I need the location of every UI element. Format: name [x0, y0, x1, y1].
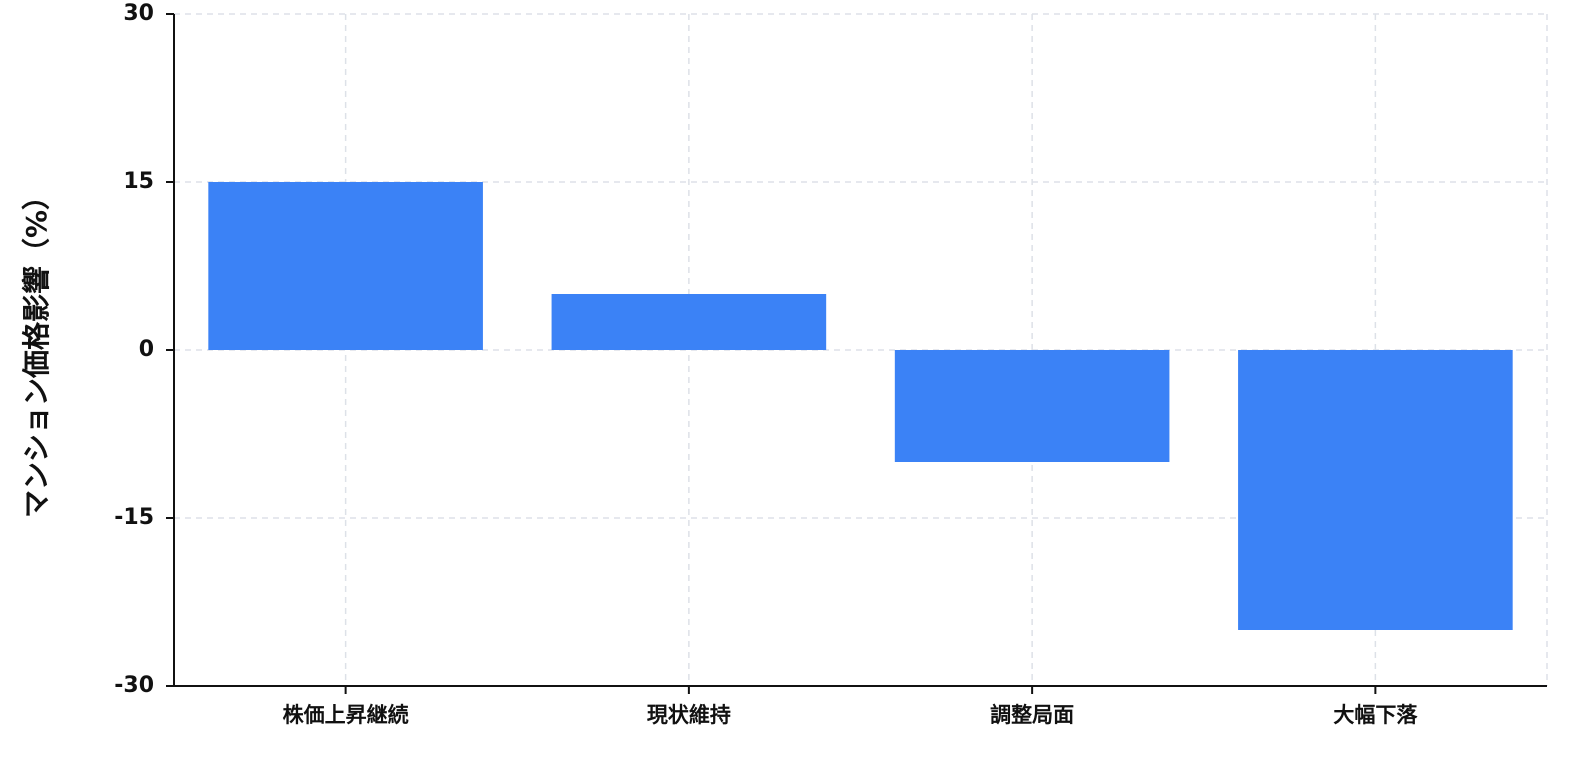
y-tick-label: 30: [123, 1, 154, 26]
bar: [894, 350, 1170, 462]
bar: [551, 294, 827, 350]
bar: [208, 182, 483, 350]
y-tick-label: 0: [139, 337, 154, 362]
x-tick-label: 株価上昇継続: [283, 703, 409, 727]
bar: [1238, 350, 1513, 630]
x-tick-label: 調整局面: [990, 703, 1074, 727]
y-tick-label: -30: [114, 673, 154, 698]
y-tick-label: -15: [114, 505, 154, 530]
x-tick-label: 大幅下落: [1333, 703, 1418, 727]
y-axis-label: マンション価格影響（%）: [20, 182, 53, 518]
x-tick-label: 現状維持: [647, 703, 731, 727]
y-tick-label: 15: [123, 169, 154, 194]
